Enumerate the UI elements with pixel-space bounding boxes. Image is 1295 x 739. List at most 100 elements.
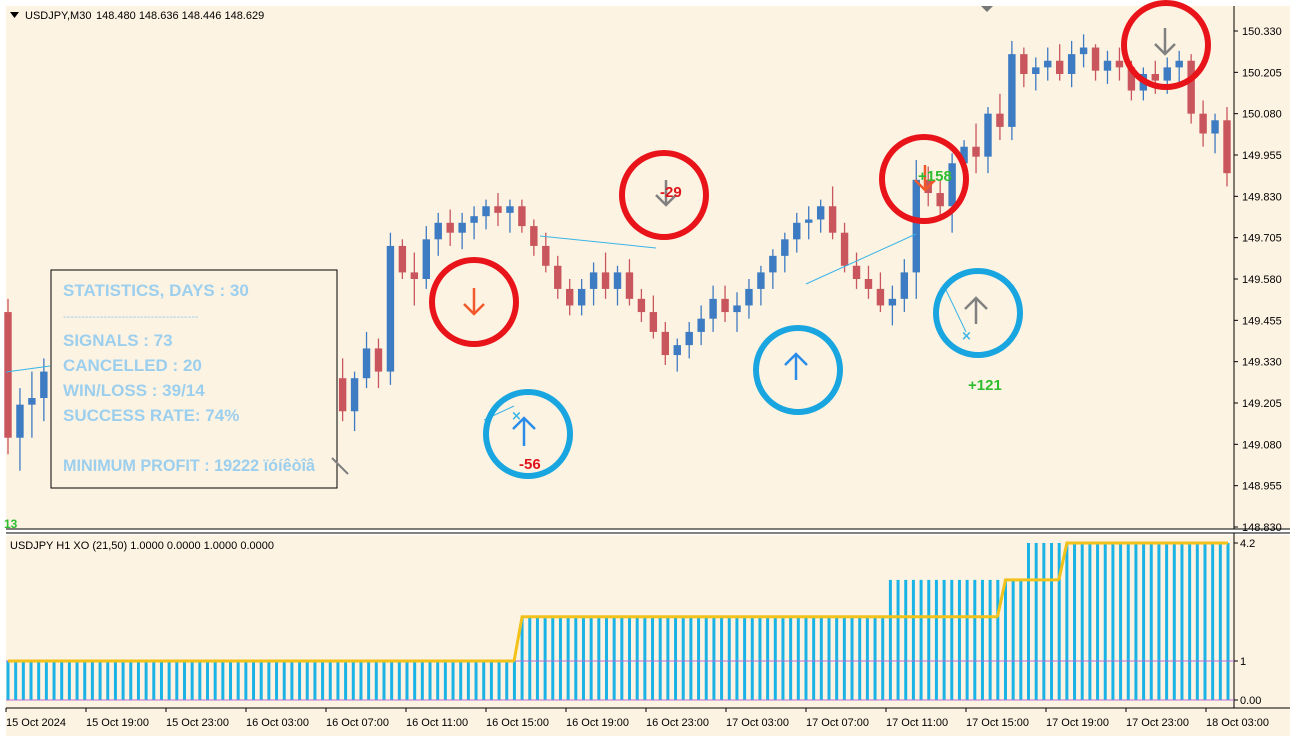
xo-bar [159, 661, 163, 700]
bull-candle [888, 298, 897, 306]
xo-bar [957, 579, 961, 700]
triangle-down-icon[interactable] [10, 12, 19, 18]
xo-bar [290, 661, 294, 700]
price-tick-label: 149.205 [1242, 398, 1282, 410]
statistics-box [50, 269, 338, 489]
xo-bar [14, 661, 18, 700]
xo-bar [581, 616, 585, 700]
bull-candle [1163, 67, 1171, 81]
xo-bar [873, 616, 877, 700]
indicator-tick-label: 0.00 [1240, 695, 1261, 707]
profit-label: +158 [918, 168, 952, 185]
xo-bar [1011, 579, 1015, 700]
time-axis-area[interactable] [6, 708, 1290, 736]
cross-mark-icon: × [961, 329, 972, 344]
bear-candle [1091, 47, 1100, 71]
bear-candle [864, 279, 873, 289]
time-tick-label: 17 Oct 19:00 [1046, 717, 1109, 729]
bull-candle [757, 272, 765, 289]
indicator-price-axis[interactable] [1234, 535, 1290, 708]
time-tick-label: 18 Oct 03:00 [1206, 717, 1269, 729]
xo-bar [628, 616, 632, 700]
bull-candle [900, 272, 909, 299]
bull-candle [960, 146, 968, 164]
bear-candle [446, 222, 454, 233]
xo-bar [704, 616, 708, 700]
buy-signal-circle[interactable] [753, 325, 843, 415]
xo-bar [651, 616, 655, 700]
bear-candle [1151, 73, 1159, 81]
buy-signal-circle[interactable] [483, 389, 573, 479]
sell-signal-circle[interactable] [619, 150, 709, 240]
xo-bar [474, 661, 478, 700]
bull-candle [816, 206, 825, 220]
bull-candle [362, 348, 371, 379]
xo-bar [558, 616, 562, 700]
xo-bar [98, 661, 102, 700]
sell-signal-circle[interactable] [879, 134, 969, 224]
stats-cancelled: CANCELLED : 20 [63, 356, 202, 375]
xo-bar [1080, 543, 1084, 700]
xo-bar [850, 616, 854, 700]
xo-bar [113, 661, 117, 700]
xo-bar [205, 661, 209, 700]
time-tick-label: 16 Oct 15:00 [486, 717, 549, 729]
time-tick-label: 15 Oct 2024 [6, 717, 66, 729]
xo-bar [1057, 543, 1061, 700]
xo-bar [1188, 543, 1192, 700]
bear-candle [637, 298, 646, 313]
xo-bar [888, 579, 892, 700]
xo-bar [612, 616, 616, 700]
xo-bar [351, 661, 355, 700]
arrow-up-icon [784, 352, 808, 380]
xo-bar [1211, 543, 1215, 700]
xo-bar [1134, 543, 1138, 700]
stats-separator: ------------------------------------- [63, 311, 199, 323]
time-tick-label: 17 Oct 23:00 [1126, 717, 1189, 729]
xo-bar [29, 661, 33, 700]
xo-bar [413, 661, 417, 700]
bear-candle [398, 245, 407, 273]
xo-bar [712, 616, 716, 700]
bull-candle [769, 255, 777, 273]
bull-candle [28, 398, 36, 405]
xo-bar [727, 616, 731, 700]
xo-bar [144, 661, 148, 700]
bear-candle [338, 378, 347, 412]
bear-candle [530, 226, 538, 246]
indicator-plot-area[interactable] [6, 535, 1234, 708]
xo-bar [374, 661, 378, 700]
xo-bar [1180, 543, 1184, 700]
bull-candle [984, 113, 992, 157]
xo-bar [397, 661, 401, 700]
price-tick-label: 149.955 [1242, 150, 1282, 162]
xo-bar [566, 616, 570, 700]
xo-bar [21, 661, 25, 700]
xo-bar [44, 661, 48, 700]
time-tick-label: 17 Oct 11:00 [886, 717, 948, 729]
faded-arrow-icon [331, 457, 349, 475]
bull-candle [793, 222, 801, 240]
chart-shift-marker[interactable] [981, 6, 993, 12]
xo-bar [305, 661, 309, 700]
indicator-tick-label: 4.2 [1240, 538, 1255, 550]
xo-bar [497, 661, 501, 700]
time-axis: 15 Oct 2024 15 Oct 19:00 15 Oct 23:00 16 Oc… [5, 708, 1269, 729]
bear-candle [1199, 113, 1207, 134]
sell-signal-circle[interactable] [429, 257, 519, 347]
bear-candle [554, 265, 562, 289]
bull-candle [589, 272, 598, 289]
arrow-up-icon [512, 416, 536, 446]
time-tick-label: 17 Oct 07:00 [806, 717, 869, 729]
xo-bar [589, 616, 593, 700]
xo-bar [620, 616, 624, 700]
main-price-axis[interactable] [1234, 6, 1290, 529]
price-tick-label: 150.330 [1242, 26, 1282, 38]
sell-signal-circle[interactable] [1121, 0, 1211, 90]
xo-bar [420, 661, 424, 700]
buy-signal-circle[interactable] [933, 268, 1023, 358]
arrow-down-icon [655, 180, 677, 207]
bear-candle [840, 232, 849, 266]
xo-bar [190, 661, 194, 700]
